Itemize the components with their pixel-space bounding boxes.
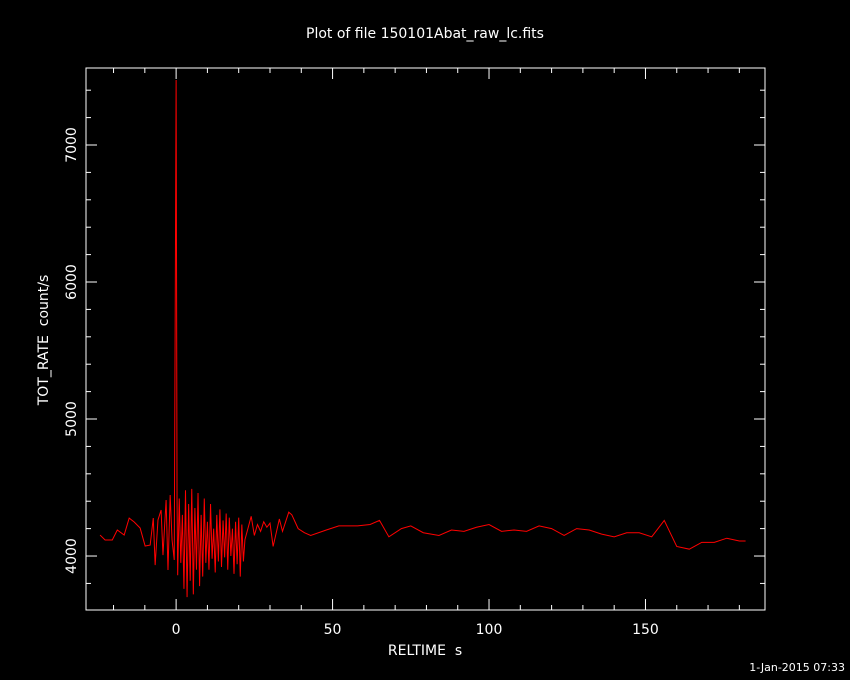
y-tick-label: 4000 [64, 538, 80, 574]
chart-title: Plot of file 150101Abat_raw_lc.fits [306, 26, 544, 42]
x-tick-label: 150 [632, 622, 659, 638]
y-tick-label: 7000 [64, 127, 80, 163]
plot-frame [85, 67, 766, 611]
x-tick-label: 100 [476, 622, 503, 638]
y-tick-label: 5000 [64, 401, 80, 437]
y-axis-label: TOT_RATE count/s [36, 275, 52, 407]
x-tick-label: 0 [172, 622, 181, 638]
x-axis-label: RELTIME s [388, 643, 462, 659]
data-line [99, 80, 746, 598]
y-tick-label: 6000 [64, 264, 80, 300]
footer-timestamp: 1-Jan-2015 07:33 [749, 661, 845, 674]
x-tick-label: 50 [324, 622, 342, 638]
